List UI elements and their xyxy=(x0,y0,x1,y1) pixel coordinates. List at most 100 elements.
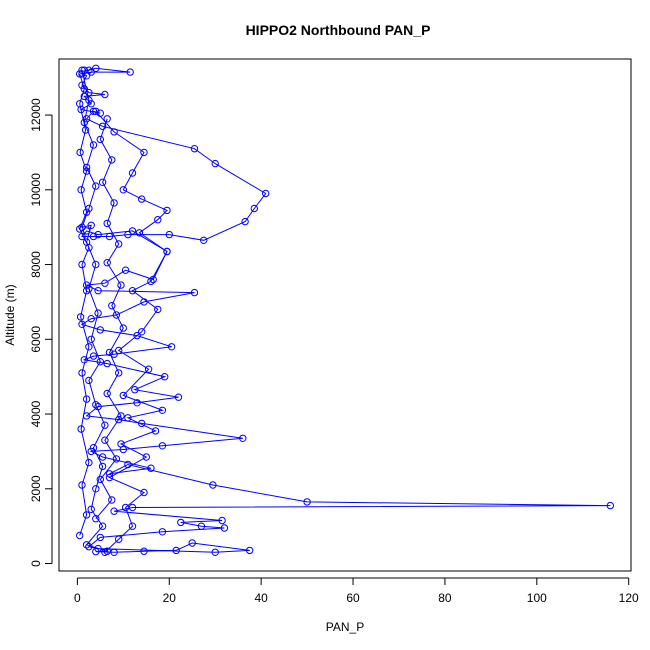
chart-title: HIPPO2 Northbound PAN_P xyxy=(246,22,431,38)
data-point xyxy=(241,217,249,226)
data-point xyxy=(209,481,217,489)
data-point xyxy=(262,189,270,198)
data-point xyxy=(101,279,109,287)
data-point xyxy=(188,539,196,547)
data-point xyxy=(121,503,130,512)
x-tick-label: 40 xyxy=(254,591,268,605)
data-point xyxy=(161,373,169,381)
data-point xyxy=(105,232,114,241)
data-point xyxy=(92,107,100,116)
y-tick-label: 4000 xyxy=(29,400,43,427)
data-point xyxy=(87,447,95,456)
data-point xyxy=(117,440,125,448)
data-point xyxy=(96,326,105,334)
data-point xyxy=(115,535,123,543)
data-point xyxy=(87,221,95,230)
data-point xyxy=(135,229,144,237)
data-point xyxy=(92,260,100,269)
data-point xyxy=(87,100,95,108)
data-point xyxy=(89,107,98,116)
data-point xyxy=(92,515,100,523)
series-line xyxy=(79,73,90,536)
data-point xyxy=(303,498,311,506)
data-point xyxy=(140,148,148,157)
data-point xyxy=(82,541,91,549)
data-point xyxy=(78,481,86,489)
data-point xyxy=(96,533,105,542)
data-point xyxy=(126,68,134,76)
data-point xyxy=(177,518,185,527)
data-point xyxy=(158,406,167,414)
data-point xyxy=(163,206,171,215)
data-point xyxy=(89,232,98,241)
data-point xyxy=(92,182,100,190)
data-point xyxy=(87,315,95,323)
data-point xyxy=(110,199,118,207)
plot-frame xyxy=(58,58,632,572)
y-axis: 0 2000 4000 6000 8000 10000 12000 xyxy=(29,98,53,567)
data-point xyxy=(174,393,183,401)
data-point xyxy=(147,277,155,286)
y-tick-label: 12000 xyxy=(29,98,43,132)
data-point xyxy=(121,266,130,274)
data-point xyxy=(115,415,123,424)
data-point xyxy=(151,427,160,435)
data-point xyxy=(250,204,259,213)
data-point xyxy=(101,421,109,429)
y-tick-label: 8000 xyxy=(29,251,43,278)
data-point xyxy=(76,100,84,108)
data-point xyxy=(211,159,219,168)
data-point xyxy=(124,230,132,239)
data-point xyxy=(94,402,102,411)
data-point xyxy=(103,219,111,228)
data-point xyxy=(119,324,128,332)
data-point xyxy=(87,505,95,513)
data-point xyxy=(92,485,100,493)
data-point xyxy=(87,68,95,76)
data-point xyxy=(96,135,105,144)
data-point xyxy=(76,70,84,78)
data-point xyxy=(85,376,93,385)
data-point xyxy=(82,167,91,175)
data-point xyxy=(96,358,105,366)
data-point xyxy=(138,419,146,428)
x-axis: 0 20 40 60 80 100 120 xyxy=(74,577,639,605)
x-axis-label: PAN_P xyxy=(326,620,364,634)
data-point xyxy=(110,350,118,358)
data-point xyxy=(94,287,102,295)
data-point xyxy=(82,511,91,519)
y-axis-label: Altitude (m) xyxy=(3,284,17,345)
data-point xyxy=(87,335,95,343)
data-point xyxy=(89,141,98,149)
data-point xyxy=(80,85,89,93)
data-point xyxy=(197,522,206,530)
data-point xyxy=(101,436,109,444)
x-tick-label: 80 xyxy=(438,591,452,605)
data-point xyxy=(140,547,148,555)
data-point xyxy=(239,434,247,442)
data-point xyxy=(115,240,123,248)
data-point xyxy=(76,313,85,321)
data-point xyxy=(76,148,84,157)
data-point xyxy=(78,369,86,377)
x-tick-label: 20 xyxy=(163,591,177,605)
data-point xyxy=(218,516,226,525)
data-point xyxy=(133,399,141,407)
data-point xyxy=(92,401,100,409)
data-point xyxy=(98,178,107,187)
data-point xyxy=(128,522,137,530)
data-point xyxy=(144,365,153,373)
data-point xyxy=(85,543,93,551)
data-point xyxy=(128,169,137,177)
data-point xyxy=(78,260,86,269)
data-point xyxy=(158,442,167,450)
data-point xyxy=(98,462,107,471)
x-tick-label: 60 xyxy=(346,591,360,605)
data-point xyxy=(81,126,90,134)
y-tick-label: 10000 xyxy=(29,173,43,207)
data-point xyxy=(110,128,118,136)
y-tick-label: 2000 xyxy=(29,475,43,502)
data-point xyxy=(98,522,107,530)
data-point xyxy=(167,343,176,351)
data-point xyxy=(115,369,123,377)
